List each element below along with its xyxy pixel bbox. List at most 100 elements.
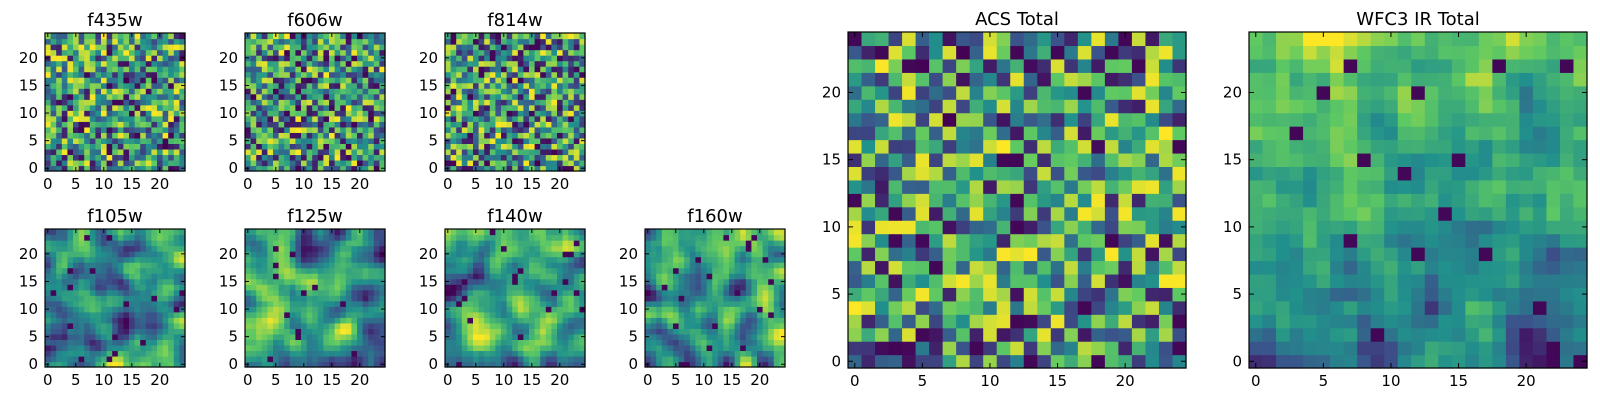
heatmap-cell [1131,247,1147,262]
heatmap-cell [779,229,786,236]
heatmap-cell [523,44,530,51]
heatmap-cell [312,361,319,368]
heatmap-cell [484,251,491,258]
heatmap-cell [73,88,80,95]
heatmap-cell [89,159,96,167]
heatmap-cell [334,284,341,291]
heatmap-cell [534,143,541,150]
heatmap-cell [123,104,130,111]
heatmap-cell [942,327,957,342]
heatmap-cell [461,350,468,357]
heatmap-cell [902,152,917,167]
heatmap-cell [1158,193,1174,208]
heatmap-cell [517,66,524,73]
heatmap-cell [250,350,257,357]
heatmap-cell [450,311,457,318]
heatmap-cell [73,132,80,139]
heatmap-cell [145,317,152,324]
heatmap-cell [134,240,141,247]
heatmap-cell [357,355,364,363]
heatmap-cell [306,71,313,78]
heatmap-cell [848,220,863,235]
heatmap-cell [101,154,108,161]
heatmap-cell [123,317,130,324]
heatmap-cell [261,317,268,324]
heatmap-cell [489,339,496,346]
heatmap-cell [351,355,358,363]
heatmap-cell [50,44,57,51]
heatmap-cell [123,88,130,95]
heatmap-cell [151,44,158,51]
heatmap-cell [329,311,336,318]
heatmap-cell [523,88,530,95]
heatmap-cell [568,245,575,252]
heatmap-cell [467,267,474,274]
heatmap-cell [134,234,141,241]
heatmap-cell [261,33,268,40]
heatmap-cell [179,344,186,352]
heatmap-cell [78,339,85,346]
heatmap-cell [256,104,263,111]
heatmap-cell [261,262,268,269]
heatmap-cell [50,38,57,45]
heatmap-cell [495,154,502,161]
heatmap-cell [478,333,485,340]
heatmap-cell [173,82,180,89]
heatmap-cell [779,245,786,252]
heatmap-cell [573,99,580,106]
heatmap-cell [551,251,558,258]
heatmap-cell [368,339,375,346]
heatmap-cell [489,55,496,62]
heatmap-cell [140,132,147,139]
heatmap-cell [478,165,485,172]
heatmap-cell [273,240,280,247]
heatmap-cell [545,229,552,236]
heatmap-cell [768,361,775,368]
heatmap-cell [717,267,724,274]
heatmap-cell [729,306,736,313]
heatmap-cell [512,289,519,296]
heatmap-cell [67,159,74,167]
heatmap-cell [351,300,358,307]
heatmap-cell [362,148,369,156]
heatmap-cell [568,159,575,167]
heatmap-cell [357,115,364,122]
heatmap-cell [996,354,1011,369]
heatmap-cell [123,251,130,258]
heatmap-cell [875,179,890,194]
heatmap-cell [506,245,513,252]
y-tick-label: 10 [219,300,238,318]
heatmap-cell [1023,354,1038,369]
heatmap-cell [261,355,268,363]
heatmap-cell [89,350,96,357]
heatmap-cell [368,71,375,78]
heatmap-cell [848,166,863,181]
heatmap-cell [779,339,786,346]
heatmap-cell [456,121,463,128]
heatmap-cell [450,93,457,100]
heatmap-cell [106,44,113,51]
heatmap-cell [489,60,496,67]
heatmap-cell [84,289,91,296]
heatmap-cell [351,99,358,106]
heatmap-cell [273,328,280,335]
heatmap-cell [95,82,102,89]
heatmap-cell [157,295,164,302]
heatmap-cell [73,93,80,100]
heatmap-cell [545,143,552,150]
heatmap-cell [445,121,452,128]
heatmap-cell [379,132,386,139]
heatmap-cell [306,278,313,285]
heatmap-cell [45,93,52,100]
heatmap-cell [106,344,113,352]
heatmap-cell [73,110,80,117]
heatmap-cell [373,278,380,285]
heatmap-cell [684,256,691,263]
heatmap-cell [56,322,63,329]
heatmap-cell [312,240,319,247]
heatmap-cell [140,44,147,51]
heatmap-cell [67,350,74,357]
heatmap-cell [461,273,468,280]
heatmap-cell [173,121,180,128]
heatmap-cell [478,115,485,122]
